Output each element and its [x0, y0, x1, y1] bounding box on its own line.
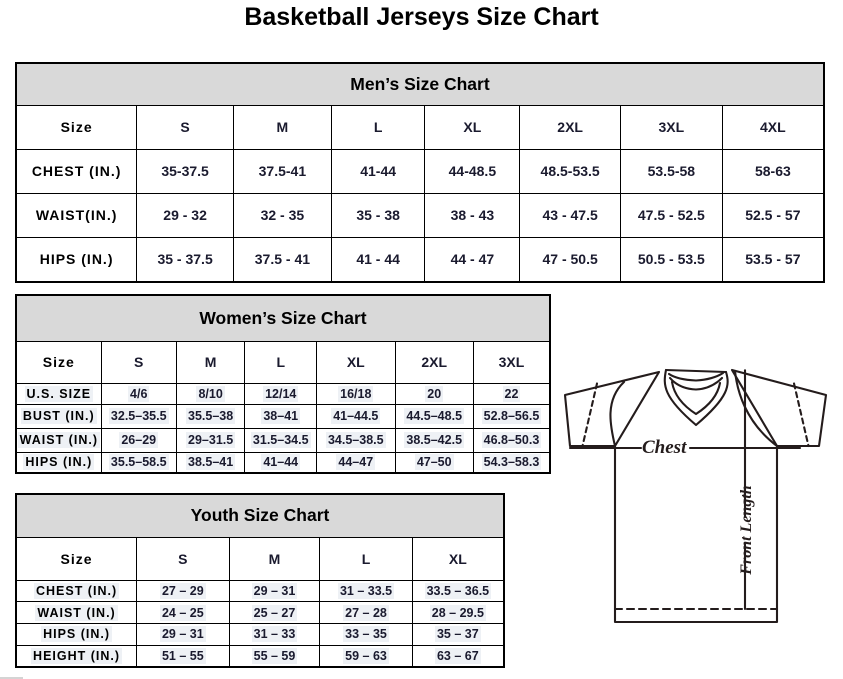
- svg-text:Chest: Chest: [642, 437, 687, 458]
- svg-text:Front Length: Front Length: [738, 485, 755, 575]
